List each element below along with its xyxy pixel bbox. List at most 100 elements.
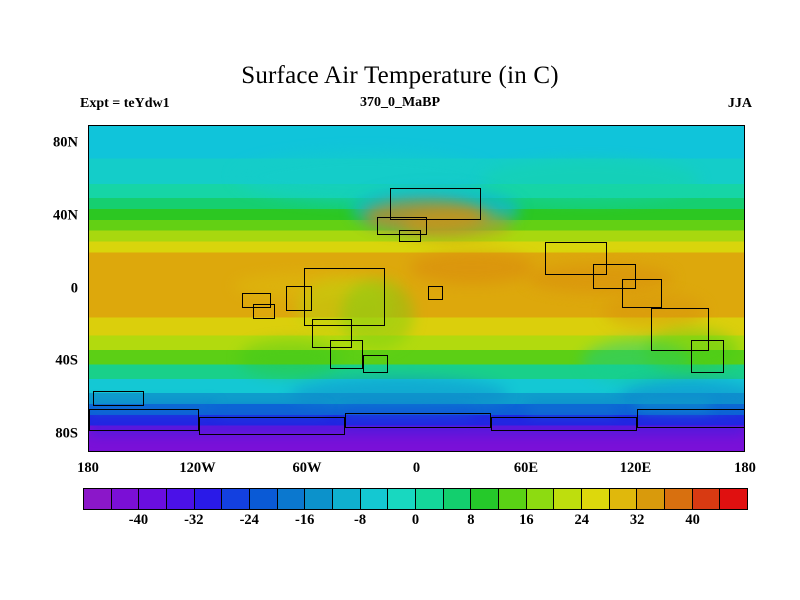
y-axis-minor-tick bbox=[88, 308, 89, 309]
x-axis-tick bbox=[418, 125, 419, 126]
y-axis-label: 80N bbox=[53, 134, 78, 151]
x-axis-minor-tick bbox=[126, 125, 127, 126]
x-axis-tick bbox=[527, 451, 528, 452]
x-axis-tick bbox=[89, 451, 90, 452]
x-axis-minor-tick bbox=[345, 451, 346, 452]
y-axis-minor-tick bbox=[88, 326, 89, 327]
landmass-outline bbox=[545, 242, 608, 275]
x-axis-minor-tick bbox=[710, 451, 711, 452]
y-axis-minor-tick bbox=[88, 253, 89, 254]
season-label: JJA bbox=[727, 96, 752, 111]
x-axis-minor-tick bbox=[673, 451, 674, 452]
landmass-outline bbox=[344, 413, 491, 428]
x-axis-tick bbox=[199, 451, 200, 452]
landmass-outline bbox=[304, 267, 385, 326]
landmass-outline bbox=[636, 409, 744, 428]
x-axis-minor-tick bbox=[491, 125, 492, 126]
landmass-outline bbox=[377, 216, 427, 235]
colorbar-cell bbox=[84, 489, 112, 509]
landmass-outline bbox=[198, 416, 345, 435]
y-axis-label: 0 bbox=[70, 280, 78, 296]
y-axis-minor-tick bbox=[88, 399, 89, 400]
y-axis-tick bbox=[744, 290, 745, 291]
y-axis-minor-tick bbox=[744, 235, 745, 236]
y-axis-minor-tick bbox=[88, 235, 89, 236]
x-axis-tick bbox=[199, 125, 200, 126]
colorbar-tick-label: -16 bbox=[294, 512, 315, 528]
colorbar-cell bbox=[194, 489, 223, 509]
colorbar-cell bbox=[554, 489, 583, 509]
x-axis-minor-tick bbox=[381, 125, 382, 126]
y-axis-label: 40N bbox=[53, 207, 78, 224]
x-axis-minor-tick bbox=[454, 451, 455, 452]
x-axis-label: 0 bbox=[412, 460, 421, 476]
x-axis-minor-tick bbox=[235, 451, 236, 452]
continent-outlines bbox=[89, 126, 744, 451]
x-axis-label: 120E bbox=[619, 460, 652, 476]
x-axis-label: 180 bbox=[77, 460, 99, 476]
landmass-outline bbox=[592, 264, 637, 290]
x-axis-tick bbox=[308, 125, 309, 126]
landmass-outline bbox=[89, 409, 199, 432]
x-axis-minor-tick bbox=[381, 451, 382, 452]
colorbar-cell bbox=[582, 489, 610, 509]
x-axis-tick bbox=[527, 125, 528, 126]
x-axis-minor-tick bbox=[600, 451, 601, 452]
x-axis-label: 60E bbox=[513, 460, 539, 476]
colorbar-cell bbox=[388, 489, 417, 509]
x-axis-minor-tick bbox=[162, 451, 163, 452]
x-axis-label: 120W bbox=[179, 460, 216, 476]
y-axis-tick bbox=[88, 290, 89, 291]
x-axis-label: 60W bbox=[292, 460, 322, 476]
y-axis-minor-tick bbox=[88, 162, 89, 163]
x-axis-minor-tick bbox=[564, 125, 565, 126]
axis-ticks bbox=[89, 126, 744, 451]
y-axis-minor-tick bbox=[744, 253, 745, 254]
colorbar-cell bbox=[250, 489, 278, 509]
landmass-outline bbox=[390, 187, 482, 221]
colorbar-cell bbox=[499, 489, 527, 509]
x-axis-minor-tick bbox=[162, 125, 163, 126]
colorbar-cell bbox=[720, 489, 748, 509]
y-axis-tick bbox=[88, 217, 89, 218]
colorbar-tick-label: 16 bbox=[519, 512, 534, 528]
x-axis-minor-tick bbox=[564, 451, 565, 452]
x-axis-minor-tick bbox=[272, 451, 273, 452]
colorbar-tick-label: 8 bbox=[467, 512, 475, 528]
landmass-outline bbox=[651, 307, 710, 352]
colorbar-cell bbox=[692, 489, 721, 509]
y-axis-minor-tick bbox=[744, 344, 745, 345]
x-axis-minor-tick bbox=[710, 125, 711, 126]
landmass-outline bbox=[428, 285, 444, 301]
x-axis-minor-tick bbox=[491, 451, 492, 452]
colorbar-cell bbox=[416, 489, 444, 509]
colorbar-cell bbox=[305, 489, 334, 509]
y-axis-tick bbox=[88, 144, 89, 145]
page-title: Surface Air Temperature (in C) bbox=[241, 62, 559, 89]
colorbar-cell bbox=[167, 489, 195, 509]
x-axis-minor-tick bbox=[235, 125, 236, 126]
colorbar bbox=[83, 488, 748, 510]
colorbar-tick-label: -24 bbox=[239, 512, 259, 528]
x-axis-tick bbox=[637, 451, 638, 452]
y-axis-tick bbox=[744, 144, 745, 145]
landmass-outline bbox=[286, 285, 312, 312]
y-axis-minor-tick bbox=[744, 399, 745, 400]
x-axis-minor-tick bbox=[673, 125, 674, 126]
x-axis-minor-tick bbox=[345, 125, 346, 126]
landmass-outline bbox=[253, 304, 276, 319]
y-axis-minor-tick bbox=[744, 271, 745, 272]
colorbar-tick-label: 32 bbox=[629, 512, 645, 528]
colorbar-tick-label: -8 bbox=[354, 512, 367, 528]
y-axis-minor-tick bbox=[744, 326, 745, 327]
x-axis-minor-tick bbox=[126, 451, 127, 452]
y-axis-tick bbox=[88, 362, 89, 363]
colorbar-cell bbox=[443, 489, 472, 509]
map-plot-area bbox=[88, 125, 745, 452]
y-axis-tick bbox=[744, 217, 745, 218]
landmass-outline bbox=[490, 416, 637, 432]
landmass-outline bbox=[691, 340, 725, 374]
x-axis-tick bbox=[89, 125, 90, 126]
chart-subtitle: 370_0_MaBP bbox=[359, 95, 441, 110]
y-axis-label: 40S bbox=[55, 352, 78, 369]
